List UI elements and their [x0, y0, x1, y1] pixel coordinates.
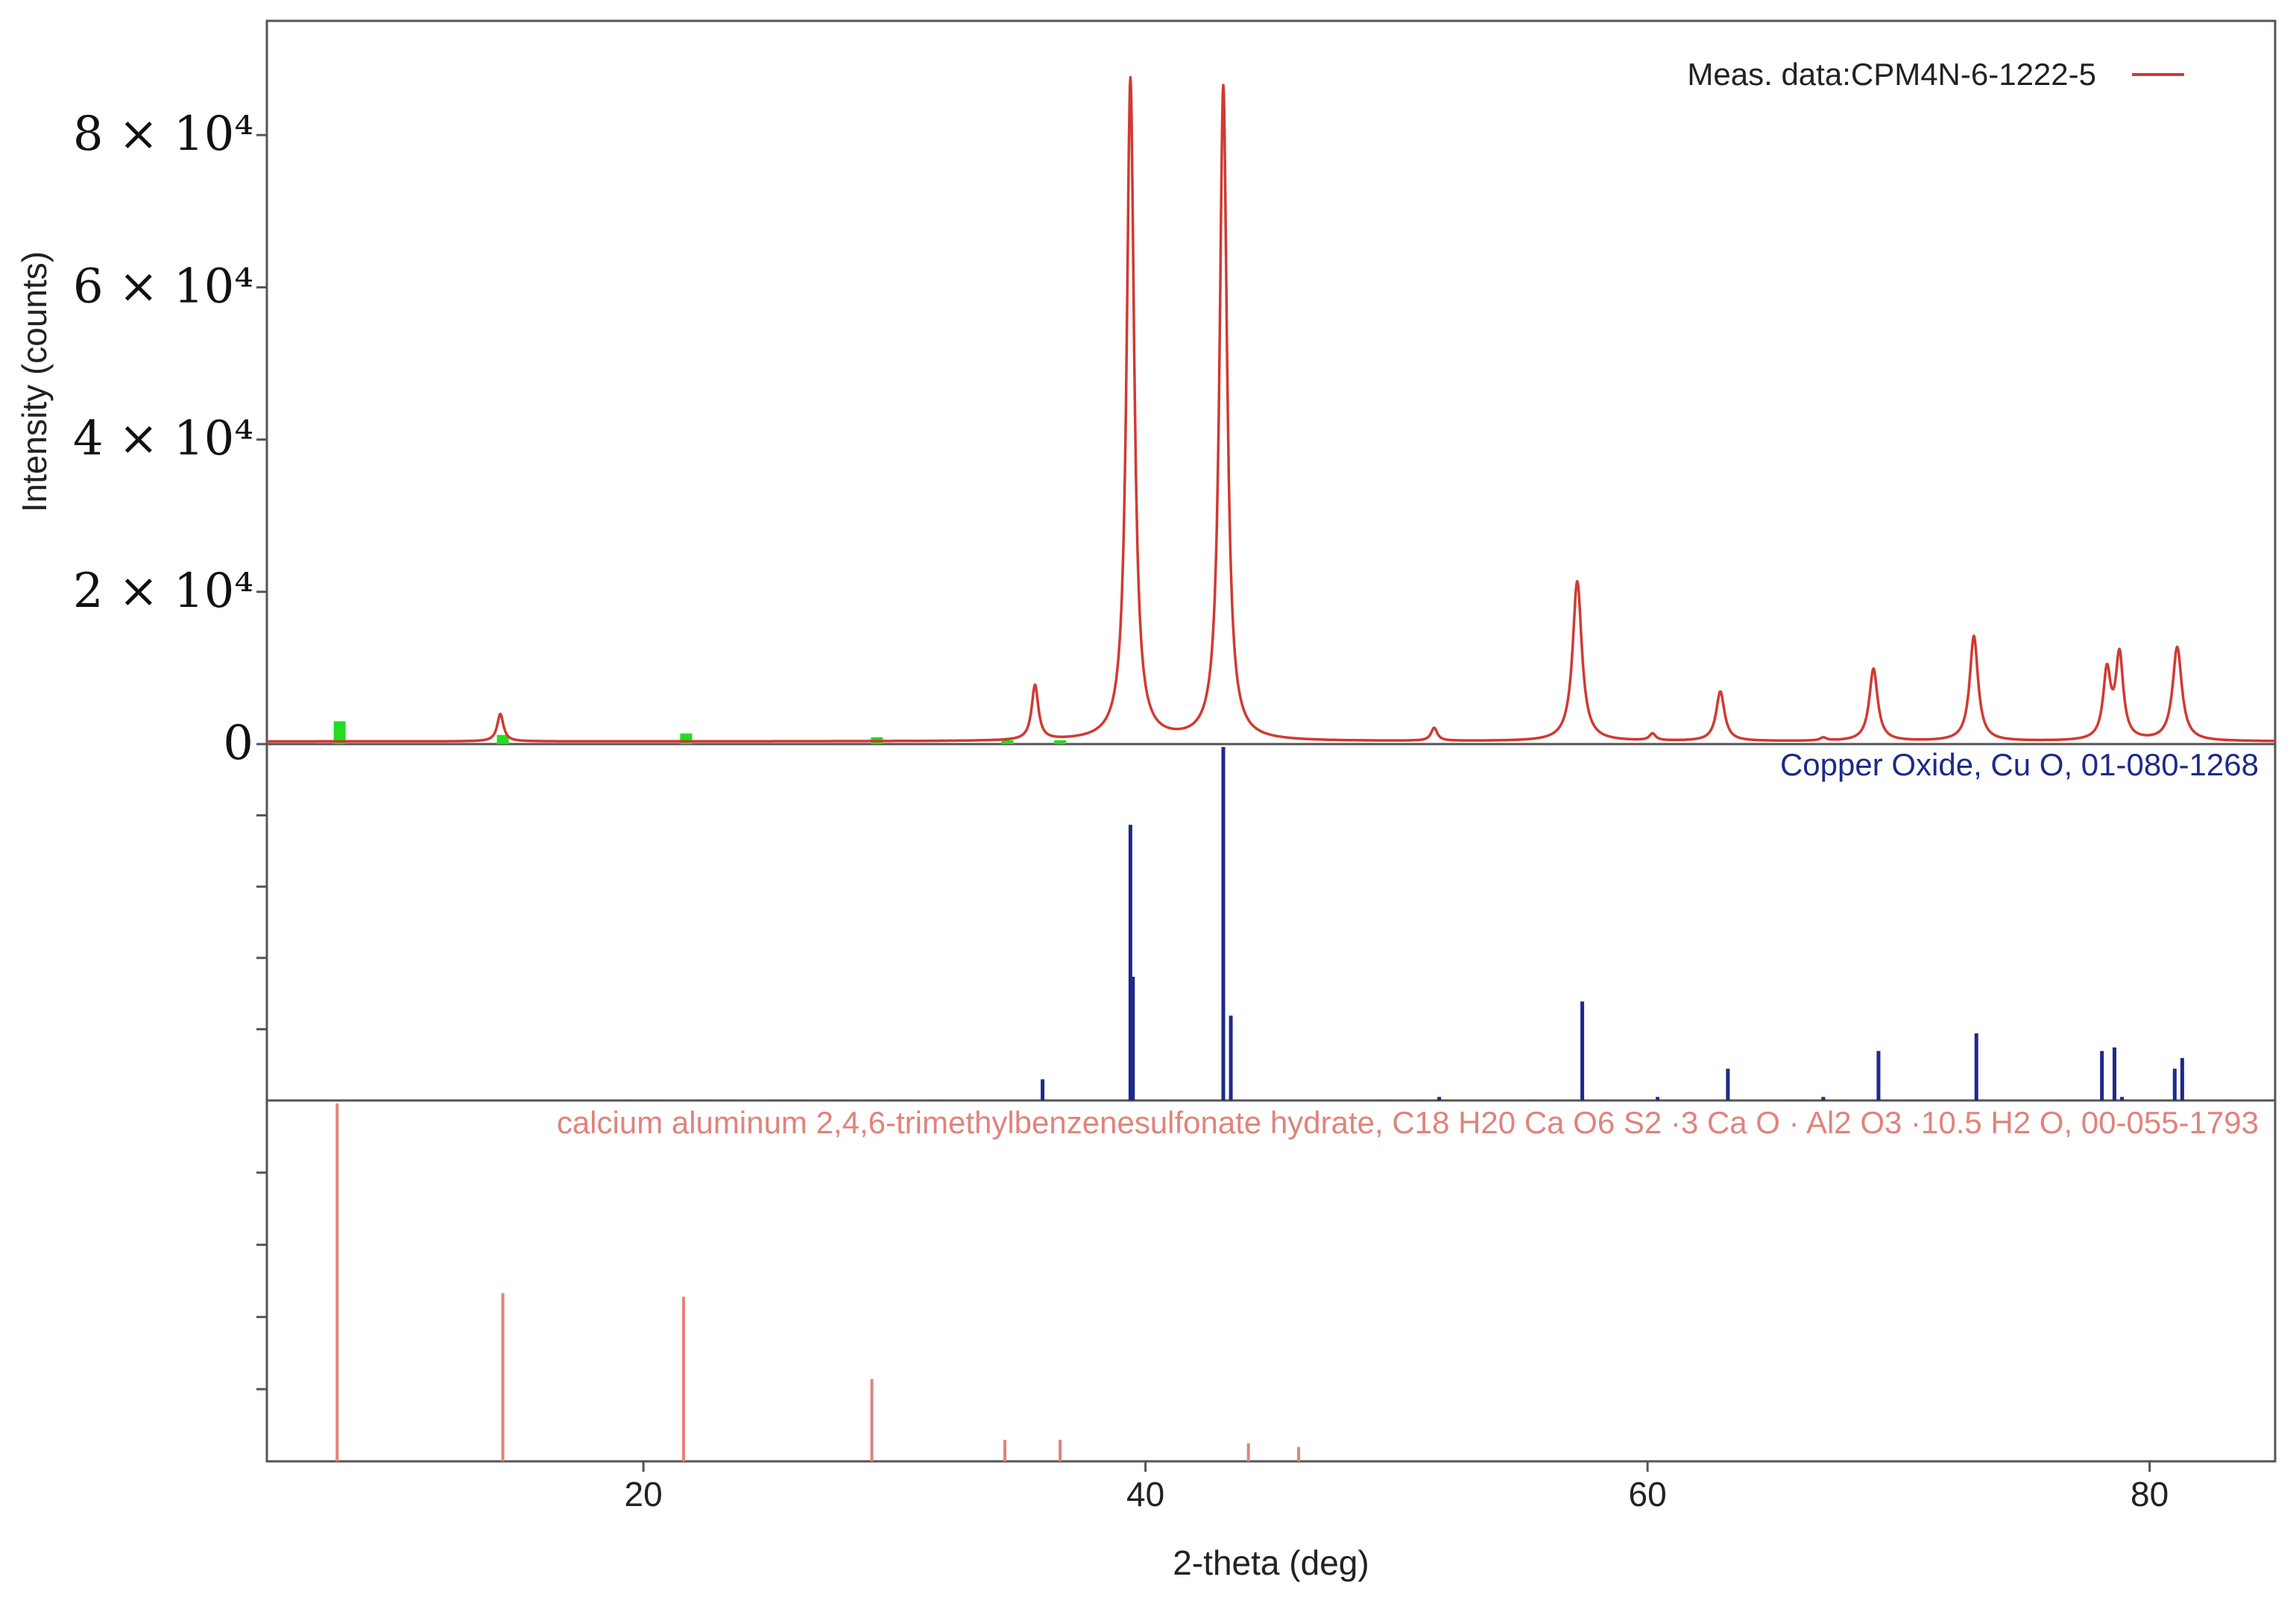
green-marker: [1054, 740, 1067, 744]
x-tick-label: 60: [1629, 1475, 1667, 1514]
legend-entry-measured: Meas. data:CPM4N-6-1222-5: [1687, 57, 2096, 92]
x-tick-label: 40: [1126, 1475, 1164, 1514]
y-tick-label: 4 × 10⁴: [73, 412, 253, 467]
y-tick-label: 0: [223, 716, 253, 771]
reference-label-copper-oxide: Copper Oxide, Cu O, 01-080-1268: [1780, 747, 2259, 782]
x-axis-label: 2-theta (deg): [1173, 1543, 1369, 1582]
reference-label-calcium-aluminum: calcium aluminum 2,4,6-trimethylbenzenes…: [557, 1105, 2259, 1140]
x-tick-label: 20: [625, 1475, 663, 1514]
axis-ticks: 0 2 × 10⁴ 4 × 10⁴ 6 × 10⁴ 8 × 10⁴ 20 40 60 80: [73, 107, 2169, 1514]
x-tick-label: 80: [2131, 1475, 2169, 1514]
green-marker: [496, 734, 509, 744]
green-marker: [333, 721, 346, 744]
legend: Meas. data:CPM4N-6-1222-5: [1687, 57, 2184, 92]
reference-lines: [335, 747, 2184, 1461]
y-axis-label: Intensity (counts): [15, 251, 54, 512]
measured-series-line: [265, 76, 2277, 743]
y-tick-label: 2 × 10⁴: [73, 564, 253, 619]
y-tick-label: 6 × 10⁴: [73, 259, 253, 314]
green-marker: [1001, 740, 1014, 744]
y-tick-label: 8 × 10⁴: [73, 107, 253, 162]
